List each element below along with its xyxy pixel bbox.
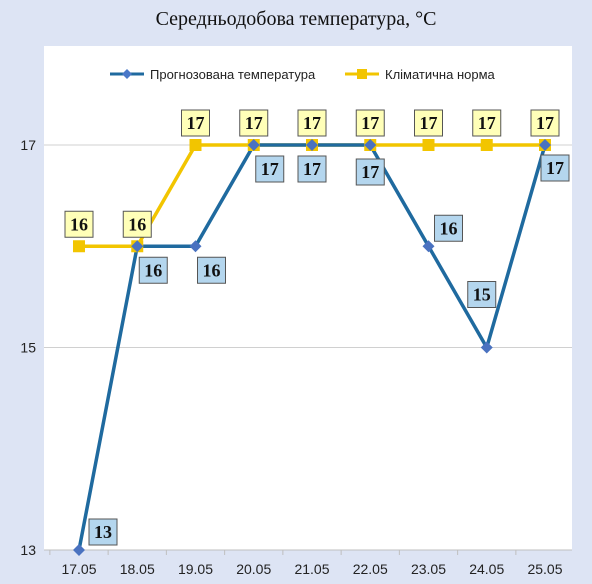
data-label-forecast-1: 16 [144,260,162,280]
data-label-norm-6: 17 [420,113,438,133]
data-label-forecast-8-box [540,154,570,182]
data-label-forecast-7-box [467,281,497,308]
data-label-forecast-5: 17 [361,162,379,182]
data-label-forecast-6: 16 [440,218,458,238]
x-tick-label: 23.05 [411,561,446,577]
data-label-norm-7: 17 [478,113,496,133]
data-label-forecast-0: 13 [94,522,112,542]
data-label-forecast-4: 17 [303,159,321,179]
data-label-norm-5: 17 [361,113,379,133]
data-label-norm-1: 16 [128,214,146,234]
data-label-forecast-6-box [434,214,463,242]
legend-label-0: Прогнозована температура [150,67,316,82]
x-tick-label: 18.05 [120,561,155,577]
data-label-norm-6-box [414,109,443,137]
x-tick-label: 21.05 [294,561,329,577]
data-point-1-7 [480,139,493,151]
data-label-norm-4: 17 [303,113,321,133]
data-label-norm-4-box [297,109,327,137]
data-label-forecast-3: 17 [261,159,279,179]
x-tick-label: 19.05 [178,561,213,577]
data-point-1-6 [422,139,435,151]
data-point-0-3 [247,139,260,151]
data-label-norm-0: 16 [70,214,88,234]
data-point-1-0 [73,240,85,253]
legend-marker-1 [357,69,367,79]
data-label-norm-7-box [472,109,502,137]
data-label-forecast-5-box [355,158,385,186]
y-tick-label: 15 [20,340,36,356]
x-tick-label: 25.05 [527,561,562,577]
chart-title: Середньодобова температура, °С [155,8,437,30]
data-point-0-1 [131,240,144,253]
data-label-forecast-7: 15 [473,285,491,305]
data-point-0-6 [422,240,435,253]
x-tick-label: 24.05 [469,561,504,577]
y-tick-label: 17 [20,137,36,153]
data-label-norm-8-box [530,109,560,137]
data-label-norm-5-box [355,109,385,137]
x-tick-label: 22.05 [353,561,388,577]
data-point-1-2 [189,139,202,151]
data-label-norm-0-box [64,210,94,238]
data-label-norm-3: 17 [245,113,263,133]
legend-marker-0 [122,69,132,79]
data-label-forecast-3-box [255,155,285,183]
data-label-norm-1-box [122,210,152,238]
x-tick-label: 20.05 [236,561,271,577]
data-label-norm-8: 17 [536,113,554,133]
data-label-norm-3-box [239,109,269,137]
data-label-forecast-8: 17 [546,158,564,178]
data-label-norm-2-box [181,109,210,137]
legend-label-1: Кліматична норма [385,67,496,82]
data-label-forecast-2: 16 [203,260,221,280]
data-point-0-5 [364,139,377,151]
data-label-forecast-4-box [297,155,327,183]
y-tick-label: 13 [20,542,36,558]
data-point-0-0 [73,544,85,556]
data-label-forecast-1-box [138,256,168,284]
data-point-0-4 [306,139,318,151]
data-point-0-2 [189,240,202,253]
data-label-forecast-2-box [197,256,226,284]
data-label-forecast-0-box [88,518,118,546]
data-point-0-7 [480,341,493,354]
data-point-0-8 [539,139,551,151]
data-label-norm-2: 17 [187,113,205,133]
x-tick-label: 17.05 [61,561,96,577]
